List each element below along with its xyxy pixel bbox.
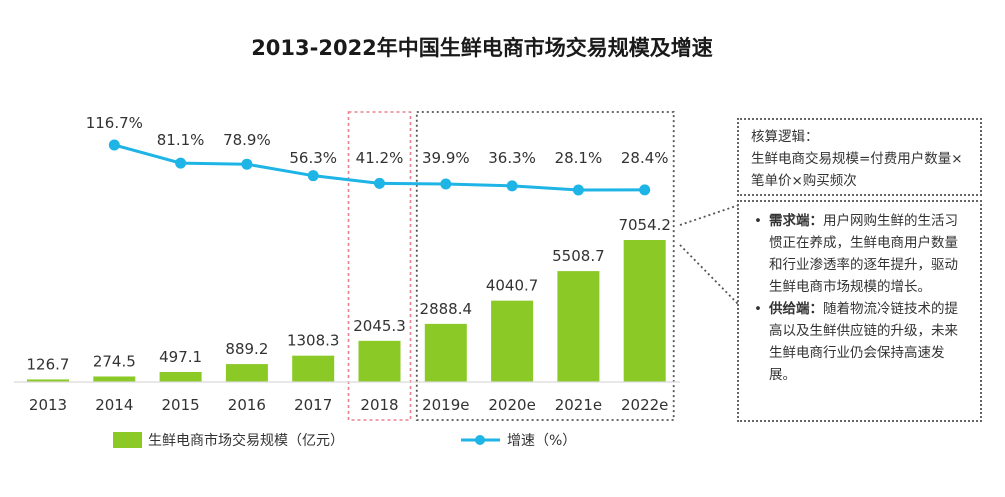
growth-point-2018 xyxy=(374,177,385,189)
x-tick-label-2017: 2017 xyxy=(294,396,332,414)
bar-2014 xyxy=(93,376,136,382)
bar-value-label-2018: 2045.3 xyxy=(353,317,406,335)
logic-text: 生鲜电商交易规模=付费用户数量×笔单价×购买频次 xyxy=(751,151,963,189)
bullet-demand-head: 需求端： xyxy=(769,213,823,229)
connector-line-top xyxy=(679,204,740,226)
x-tick-label-2014: 2014 xyxy=(95,396,133,414)
growth-point-2015 xyxy=(175,157,187,169)
bullet-supply-head: 供给端： xyxy=(769,301,823,317)
legend-line-marker xyxy=(475,435,485,445)
bar-value-label-2017: 1308.3 xyxy=(287,332,340,350)
bar-2016 xyxy=(225,364,268,382)
bar-value-label-2020e: 4040.7 xyxy=(486,277,539,295)
growth-label-2014: 116.7% xyxy=(86,114,143,132)
bar-2018 xyxy=(358,340,401,382)
legend-bar-label: 生鲜电商市场交易规模（亿元） xyxy=(148,432,344,449)
growth-label-2015: 81.1% xyxy=(157,131,205,149)
bullet-marker: • xyxy=(754,301,762,317)
bullet-marker: • xyxy=(754,213,762,229)
x-tick-label-2022e: 2022e xyxy=(621,396,668,414)
bullet-supply-text: 随着物流冷链技术的提高以及生鲜供应链的升级，未来生鲜电商行业仍会保持高速发展。 xyxy=(769,301,958,383)
forecast-frame xyxy=(415,111,675,421)
bar-value-label-2019e: 2888.4 xyxy=(420,300,473,318)
growth-point-2022e xyxy=(639,184,651,196)
bar-value-label-2021e: 5508.7 xyxy=(552,247,605,265)
bars-layer xyxy=(27,240,666,382)
legend-line-label: 增速（%） xyxy=(507,433,576,449)
bar-value-label-2015: 497.1 xyxy=(159,348,202,366)
bar-2019e xyxy=(424,323,467,382)
bar-2013 xyxy=(27,379,69,382)
growth-label-2020e: 36.3% xyxy=(488,149,536,167)
legend-bar-swatch xyxy=(113,432,142,448)
bar-value-label-2013: 126.7 xyxy=(27,355,70,373)
highlight-2018-frame xyxy=(347,111,412,421)
calculation-logic-box: 核算逻辑： 生鲜电商交易规模=付费用户数量×笔单价×购买频次 xyxy=(737,118,982,196)
drivers-box: • 需求端：用户网购生鲜的生活习惯正在养成，生鲜电商用户数量和行业渗透率的逐年提… xyxy=(737,200,982,422)
bar-2015 xyxy=(159,371,202,382)
x-tick-label-2018: 2018 xyxy=(360,396,398,414)
growth-point-2014 xyxy=(108,139,120,151)
bullet-demand: • 需求端：用户网购生鲜的生活习惯正在养成，生鲜电商用户数量和行业渗透率的逐年提… xyxy=(747,210,970,298)
bullet-demand-text: 用户网购生鲜的生活习惯正在养成，生鲜电商用户数量和行业渗透率的逐年提升，驱动生鲜… xyxy=(769,213,958,295)
x-tick-label-2021e: 2021e xyxy=(555,396,602,414)
bar-value-label-2022e: 7054.2 xyxy=(618,216,671,234)
bar-2020e xyxy=(491,300,534,382)
labels-layer: 126.7 2013 274.5 2014 497.1 2015 889.2 2016 1308… xyxy=(27,114,671,414)
growth-label-2016: 78.9% xyxy=(223,131,271,149)
x-tick-label-2020e: 2020e xyxy=(488,396,535,414)
growth-point-2020e xyxy=(506,180,518,192)
growth-point-2019e xyxy=(440,178,452,190)
bar-value-label-2016: 889.2 xyxy=(225,340,268,358)
legend: 生鲜电商市场交易规模（亿元） 增速（%） xyxy=(113,432,576,449)
growth-point-2016 xyxy=(241,158,253,170)
bullet-supply: • 供给端：随着物流冷链技术的提高以及生鲜供应链的升级，未来生鲜电商行业仍会保持… xyxy=(747,298,970,386)
growth-label-2019e: 39.9% xyxy=(422,149,470,167)
x-tick-label-2019e: 2019e xyxy=(422,396,469,414)
bar-value-label-2014: 274.5 xyxy=(93,352,136,370)
line-layer xyxy=(108,139,651,196)
x-tick-label-2016: 2016 xyxy=(228,396,266,414)
logic-title: 核算逻辑： xyxy=(751,129,819,145)
x-tick-label-2015: 2015 xyxy=(162,396,200,414)
chart-title: 2013-2022年中国生鲜电商市场交易规模及增速 xyxy=(251,36,713,60)
growth-point-2017 xyxy=(307,170,319,182)
bar-2021e xyxy=(557,271,600,382)
growth-point-2021e xyxy=(572,184,584,196)
growth-label-2017: 56.3% xyxy=(289,149,337,167)
growth-label-2022e: 28.4% xyxy=(621,149,669,167)
growth-label-2021e: 28.1% xyxy=(555,149,603,167)
connector-line-bottom xyxy=(679,244,740,306)
bar-2017 xyxy=(292,355,335,382)
growth-label-2018: 41.2% xyxy=(356,149,404,167)
bar-2022e xyxy=(623,240,666,382)
x-tick-label-2013: 2013 xyxy=(29,396,67,414)
